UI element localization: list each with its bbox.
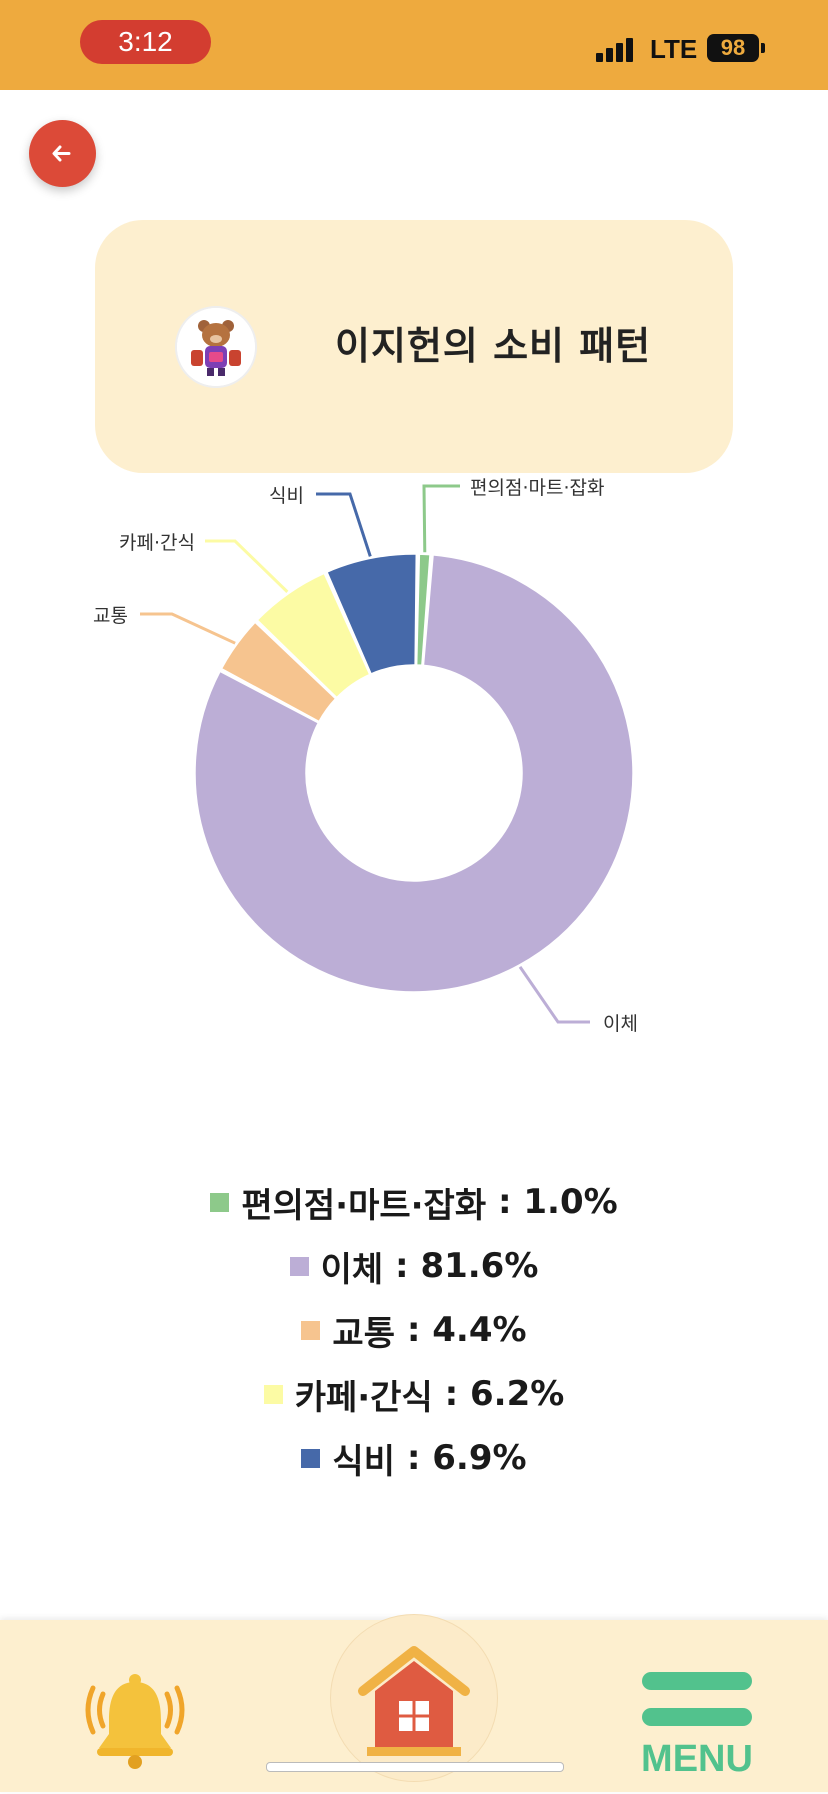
legend-swatch [289, 1256, 309, 1276]
title-card: 이지헌의 소비 패턴 [95, 220, 733, 473]
legend-item: 카페·간식 : 6.2% [0, 1362, 828, 1426]
slice-label: 교통 [93, 605, 128, 627]
legend-swatch [263, 1384, 283, 1404]
legend-swatch [301, 1448, 321, 1468]
network-type: LTE [650, 34, 698, 64]
legend-label: 카페·간식 [294, 1377, 433, 1418]
page-title: 이지헌의 소비 패턴 [335, 324, 652, 368]
slice-leader-line [205, 539, 289, 593]
battery-level: 98 [707, 34, 759, 62]
legend-separator: : [394, 1438, 433, 1478]
donut-slice[interactable] [220, 621, 337, 723]
battery-icon [761, 43, 765, 53]
home-button[interactable] [330, 1614, 498, 1782]
legend-item: 편의점·마트·잡화 : 1.0% [0, 1170, 828, 1234]
legend-swatch [210, 1192, 230, 1212]
legend-swatch [301, 1320, 321, 1340]
donut-slice[interactable] [415, 553, 431, 667]
menu-button[interactable]: MENU [638, 1672, 756, 1782]
legend-value: 6.9% [432, 1438, 527, 1478]
home-indicator [266, 1762, 564, 1772]
slice-label: 식비 [269, 485, 304, 507]
legend-label: 식비 [332, 1441, 395, 1482]
legend-label: 이체 [320, 1249, 384, 1290]
arrow-left-icon [52, 145, 71, 162]
chart-legend: 편의점·마트·잡화 : 1.0% 이체 : 81.6% 교통 : 4.4% 카페… [0, 1170, 828, 1490]
legend-item: 이체 : 81.6% [0, 1234, 828, 1298]
menu-icon-bar [642, 1672, 752, 1690]
status-time: 3:12 [80, 20, 211, 64]
legend-value: 1.0% [523, 1182, 618, 1222]
legend-label: 편의점·마트·잡화 [241, 1185, 487, 1226]
status-bar: 3:12 LTE 98 [0, 0, 828, 90]
signal-icon [596, 36, 640, 62]
donut-slice[interactable] [256, 572, 371, 699]
legend-label: 교통 [332, 1313, 395, 1354]
legend-item: 교통 : 4.4% [0, 1298, 828, 1362]
legend-value: 81.6% [420, 1246, 539, 1286]
home-icon [358, 1646, 470, 1756]
legend-separator: : [486, 1182, 524, 1222]
legend-value: 4.4% [432, 1310, 527, 1350]
donut-slice[interactable] [325, 553, 418, 675]
slice-leader-line [316, 492, 372, 557]
slice-leader-line [422, 484, 460, 553]
legend-value: 6.2% [470, 1374, 565, 1414]
back-button[interactable] [29, 120, 96, 187]
slice-label: 카페·간식 [119, 532, 195, 554]
avatar [175, 306, 257, 388]
legend-separator: : [432, 1374, 471, 1414]
slice-label: 이체 [603, 1013, 638, 1035]
bell-icon [85, 1674, 185, 1769]
menu-label: MENU [641, 1738, 753, 1780]
menu-icon-bar [642, 1708, 752, 1726]
bear-character-icon [177, 308, 255, 386]
donut-slice[interactable] [194, 554, 634, 993]
slice-leader-line [518, 966, 590, 1024]
notification-button[interactable] [75, 1670, 195, 1790]
slice-leader-line [140, 612, 236, 645]
legend-separator: : [394, 1310, 433, 1350]
legend-item: 식비 : 6.9% [0, 1426, 828, 1490]
legend-separator: : [383, 1246, 421, 1286]
slice-label: 편의점·마트·잡화 [470, 477, 604, 499]
